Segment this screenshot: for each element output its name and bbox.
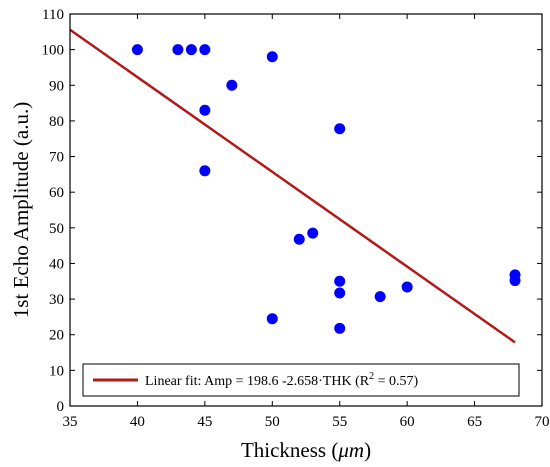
y-tick-label: 100 — [42, 43, 65, 59]
x-tick-label: 40 — [130, 414, 145, 430]
y-tick-label: 0 — [57, 399, 65, 415]
data-point — [334, 322, 346, 334]
y-axis-ticks: 0 10 20 30 40 50 60 70 80 90 100 110 — [42, 7, 542, 415]
data-point — [293, 233, 305, 245]
x-tick-label: 60 — [400, 414, 415, 430]
data-point — [199, 44, 211, 56]
data-point — [509, 275, 521, 287]
x-tick-label: 70 — [535, 414, 550, 430]
y-tick-label: 10 — [49, 363, 64, 379]
legend: Linear fit: Amp = 198.6 -2.658·THK (R2 =… — [82, 363, 520, 397]
y-tick-label: 40 — [49, 256, 64, 272]
x-tick-label: 50 — [265, 414, 280, 430]
y-tick-label: 80 — [49, 114, 64, 130]
x-tick-label: 65 — [467, 414, 482, 430]
data-point — [266, 313, 278, 325]
y-tick-label: 110 — [42, 7, 64, 23]
y-tick-label: 70 — [49, 150, 64, 166]
data-point — [172, 44, 184, 56]
legend-box — [82, 363, 520, 397]
x-axis-ticks: 35 40 45 50 55 60 65 70 — [63, 14, 550, 430]
x-tick-label: 35 — [63, 414, 78, 430]
data-point — [226, 79, 238, 91]
data-point — [334, 275, 346, 287]
data-point — [334, 123, 346, 135]
linear-fit-line — [69, 28, 516, 344]
legend-label: Linear fit: Amp = 198.6 -2.658·THK (R2 =… — [145, 371, 418, 389]
data-point — [199, 104, 211, 116]
data-point — [334, 287, 346, 299]
data-point — [199, 165, 211, 177]
x-axis-title: Thickness (μm) — [241, 438, 371, 462]
y-tick-label: 60 — [49, 185, 64, 201]
plot-frame — [69, 13, 543, 407]
data-points — [131, 44, 521, 334]
data-point — [307, 227, 319, 239]
y-tick-label: 50 — [49, 221, 64, 237]
data-point — [401, 281, 413, 293]
y-axis-title: 1st Echo Amplitude (a.u.) — [9, 102, 33, 318]
plot-background — [70, 14, 542, 406]
y-tick-label: 90 — [49, 78, 64, 94]
data-point — [185, 44, 197, 56]
x-tick-label: 45 — [197, 414, 212, 430]
y-tick-label: 30 — [49, 292, 64, 308]
y-tick-label: 20 — [49, 328, 64, 344]
data-point — [374, 291, 386, 303]
data-point — [131, 44, 143, 56]
x-tick-label: 55 — [332, 414, 347, 430]
data-point — [266, 51, 278, 63]
